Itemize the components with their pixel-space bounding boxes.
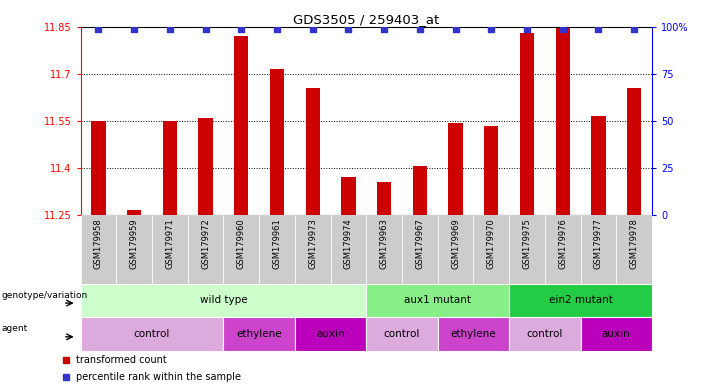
Point	[271, 26, 283, 32]
Text: wild type: wild type	[200, 295, 247, 306]
Bar	[413, 166, 427, 215]
Text: GSM179969: GSM179969	[451, 218, 460, 269]
Bar	[402, 215, 437, 284]
Point	[200, 26, 211, 32]
Bar	[473, 215, 509, 284]
Text: transformed count: transformed count	[76, 356, 167, 366]
Text: GSM179959: GSM179959	[130, 218, 139, 269]
Bar	[545, 215, 580, 284]
Text: control: control	[134, 329, 170, 339]
Text: GSM179973: GSM179973	[308, 218, 318, 269]
Title: GDS3505 / 259403_at: GDS3505 / 259403_at	[293, 13, 440, 26]
Bar	[509, 215, 545, 284]
Bar	[484, 126, 498, 215]
Text: control: control	[383, 329, 420, 339]
Text: GSM179967: GSM179967	[415, 218, 424, 269]
Bar	[295, 215, 331, 284]
Bar	[127, 210, 142, 215]
Text: agent: agent	[1, 324, 28, 333]
Text: control: control	[526, 329, 563, 339]
Bar	[509, 284, 652, 317]
Text: GSM179971: GSM179971	[165, 218, 175, 269]
Bar	[449, 122, 463, 215]
Point	[128, 26, 139, 32]
Point	[236, 26, 247, 32]
Bar	[270, 69, 284, 215]
Bar	[91, 121, 106, 215]
Point	[164, 26, 175, 32]
Text: ethylene: ethylene	[451, 329, 496, 339]
Text: GSM179975: GSM179975	[522, 218, 531, 269]
Point	[629, 26, 640, 32]
Bar	[163, 121, 177, 215]
Bar	[591, 116, 606, 215]
Point	[307, 26, 318, 32]
Text: genotype/variation: genotype/variation	[1, 291, 88, 300]
Text: GSM179977: GSM179977	[594, 218, 603, 269]
Point	[486, 26, 497, 32]
Text: auxin: auxin	[602, 329, 631, 339]
Point	[93, 26, 104, 32]
Point	[379, 26, 390, 32]
Text: GSM179961: GSM179961	[273, 218, 282, 269]
Bar	[616, 215, 652, 284]
Bar	[224, 215, 259, 284]
Bar	[234, 36, 248, 215]
Bar	[81, 215, 116, 284]
Point	[593, 26, 604, 32]
Bar	[81, 317, 224, 351]
Text: GSM179960: GSM179960	[237, 218, 246, 269]
Bar	[224, 317, 295, 351]
Bar	[116, 215, 152, 284]
Text: GSM179978: GSM179978	[629, 218, 639, 269]
Bar	[366, 215, 402, 284]
Bar	[152, 215, 188, 284]
Bar	[198, 118, 212, 215]
Bar	[188, 215, 224, 284]
Bar	[306, 88, 320, 215]
Text: GSM179958: GSM179958	[94, 218, 103, 269]
Text: GSM179963: GSM179963	[380, 218, 388, 269]
Text: GSM179976: GSM179976	[558, 218, 567, 269]
Bar	[341, 177, 355, 215]
Text: ethylene: ethylene	[236, 329, 282, 339]
Point	[343, 26, 354, 32]
Bar	[81, 284, 366, 317]
Bar	[366, 284, 509, 317]
Bar	[331, 215, 366, 284]
Text: auxin: auxin	[316, 329, 345, 339]
Text: ein2 mutant: ein2 mutant	[549, 295, 613, 306]
Bar	[377, 182, 391, 215]
Bar	[580, 317, 652, 351]
Bar	[520, 33, 534, 215]
Point	[450, 26, 461, 32]
Text: percentile rank within the sample: percentile rank within the sample	[76, 372, 241, 382]
Bar	[437, 317, 509, 351]
Point	[557, 26, 569, 32]
Bar	[366, 317, 437, 351]
Text: GSM179970: GSM179970	[486, 218, 496, 269]
Point	[522, 26, 533, 32]
Bar	[509, 317, 580, 351]
Bar	[627, 88, 641, 215]
Text: GSM179972: GSM179972	[201, 218, 210, 269]
Text: aux1 mutant: aux1 mutant	[404, 295, 471, 306]
Text: GSM179974: GSM179974	[344, 218, 353, 269]
Bar	[295, 317, 366, 351]
Point	[414, 26, 426, 32]
Bar	[580, 215, 616, 284]
Bar	[259, 215, 295, 284]
Bar	[437, 215, 473, 284]
Bar	[555, 28, 570, 215]
